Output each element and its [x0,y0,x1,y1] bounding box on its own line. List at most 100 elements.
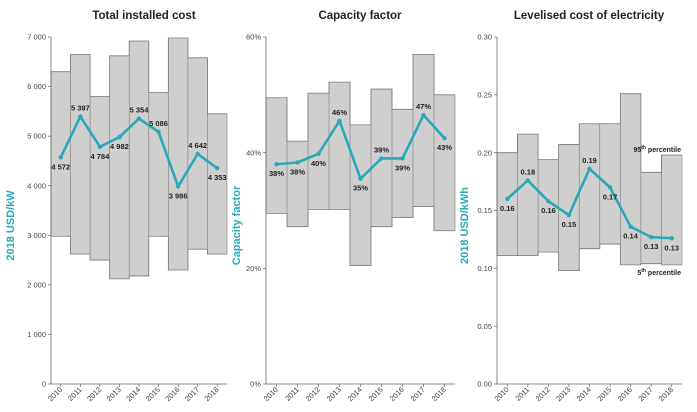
x-tick-label: 2014 [124,385,142,403]
data-point [505,196,510,202]
x-tick-label: 2015 [595,385,613,403]
y-axis-label: Capacity factor [231,185,243,265]
x-tick-label: 2012 [85,385,103,403]
x-tick-label: 2012 [304,385,322,403]
percentile-band [51,37,227,279]
band-lower-edge [51,235,227,280]
data-label: 43% [437,143,452,152]
x-tick-label: 2010 [262,385,280,403]
data-point [421,112,426,118]
data-label: 4 572 [51,162,70,171]
data-label: 0.14 [623,232,638,241]
x-tick-label: 2013 [325,385,343,403]
y-tick-label: 60% [246,33,261,42]
y-tick-label: 3 000 [27,231,46,240]
data-point [117,134,122,140]
data-point [295,160,300,165]
data-label: 0.18 [521,167,536,176]
data-label: 4 982 [110,142,129,151]
data-point [525,178,531,183]
x-tick-label: 2014 [346,385,364,403]
y-axis-label: 2018 USD/kW [5,190,17,261]
data-point [136,116,142,121]
x-tick-label: 2017 [183,385,201,403]
chart-title: Levelised cost of electricity [514,10,665,22]
data-label: 0.16 [500,204,515,213]
x-tick-label: 2015 [144,385,162,403]
chart-title: Capacity factor [318,10,402,22]
data-point [442,136,447,141]
x-tick-label: 2011 [283,385,301,403]
data-point [669,236,674,241]
x-tick-label: 2014 [575,385,593,403]
data-label: 39% [395,163,410,172]
data-point [337,118,342,124]
y-tick-label: 0.20 [477,148,492,157]
data-point [358,176,363,181]
data-point [546,199,551,204]
x-tick-label: 2010 [493,385,511,403]
y-tick-label: 7 000 [27,33,46,42]
chart-panel-3: Levelised cost of electricity 0.00 0.05 0.1… [459,10,683,403]
y-tick-label: 2 000 [27,280,46,289]
x-tick-label: 2016 [388,385,406,403]
data-label: 0.13 [644,242,659,251]
band-upper-edge [266,53,455,142]
chart-title: Total installed cost [92,10,195,22]
data-point [648,234,654,240]
y-tick-label: 6 000 [27,82,46,91]
data-label: 38% [290,167,305,176]
y-tick-label: 40% [246,148,261,157]
y-tick-label: 20% [246,264,261,273]
data-point [566,212,572,218]
data-point [628,224,633,229]
data-point [97,144,103,150]
data-label: 0.16 [541,206,556,215]
percentile-band [497,93,682,271]
data-label: 0.15 [562,220,577,229]
data-label: 35% [353,184,368,193]
band-lower-edge [266,206,455,266]
data-label: 38% [269,169,284,178]
x-tick-label: 2013 [105,385,123,403]
x-tick-label: 2011 [513,385,531,403]
data-point [175,184,181,189]
data-label: 4 353 [208,173,227,182]
y-tick-label: 0.05 [477,322,492,331]
y-tick-label: 0.10 [477,264,492,273]
x-tick-label: 2010 [46,385,64,403]
x-tick-label: 2018 [202,385,220,403]
band-upper-edge [51,37,227,115]
data-point [156,129,161,135]
data-label: 4 642 [188,141,207,150]
data-point [195,151,200,157]
y-tick-label: 5 000 [27,132,46,141]
data-label: 47% [416,102,431,111]
data-point [316,151,321,157]
x-tick-label: 2016 [163,385,181,403]
data-point [587,166,592,172]
data-point [215,166,220,171]
x-tick-label: 2018 [657,385,675,403]
data-label: 46% [332,108,347,117]
data-label: 4 784 [90,152,110,161]
data-point [607,185,613,190]
data-point [78,114,83,119]
data-label: 3 986 [169,191,188,200]
annotation-5th-percentile: 5th percentile [637,268,681,277]
x-tick-label: 2015 [367,385,385,403]
percentile-band [266,54,455,266]
y-tick-label: 0.00 [477,380,492,389]
data-point [274,162,279,167]
y-tick-label: 4 000 [27,181,46,190]
x-tick-label: 2013 [554,385,572,403]
data-point [379,156,384,161]
y-axis-label: 2018 USD/kWh [459,187,471,264]
x-tick-label: 2016 [616,385,634,403]
data-label: 40% [311,159,326,168]
y-tick-label: 1 000 [27,330,46,339]
data-label: 39% [374,145,389,154]
